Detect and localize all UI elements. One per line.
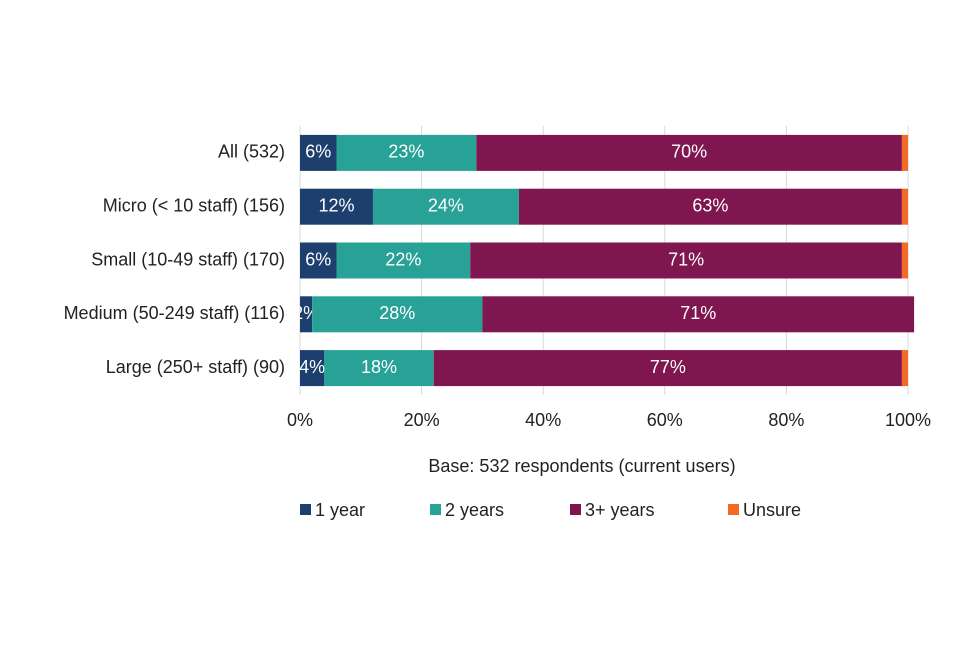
data-label: 18%	[361, 357, 397, 377]
x-tick-label: 60%	[647, 410, 683, 430]
bar-segment	[300, 242, 337, 279]
data-label: 71%	[668, 249, 704, 269]
x-tick-label: 40%	[525, 410, 561, 430]
bar-segment	[300, 188, 373, 225]
bar-segment	[901, 350, 908, 387]
data-label: 71%	[680, 303, 716, 323]
y-tick-label: Micro (< 10 staff) (156)	[103, 195, 285, 215]
bar-segment	[324, 350, 434, 387]
data-label: 63%	[692, 195, 728, 215]
legend-label: 2 years	[445, 500, 504, 520]
y-tick-label: All (532)	[218, 142, 285, 162]
data-label: 70%	[671, 142, 707, 162]
x-tick-label: 20%	[404, 410, 440, 430]
bar-segment	[336, 242, 471, 279]
legend-swatch	[728, 504, 739, 515]
data-label: 24%	[428, 195, 464, 215]
y-tick-label: Medium (50-249 staff) (116)	[64, 303, 285, 323]
bar-segment	[476, 134, 902, 171]
y-tick-label: Small (10-49 staff) (170)	[91, 249, 285, 269]
legend-label: 1 year	[315, 500, 365, 520]
bar-segment	[482, 296, 915, 333]
data-label: 6%	[305, 142, 331, 162]
legend-label: 3+ years	[585, 500, 655, 520]
legend-swatch	[570, 504, 581, 515]
data-label: 22%	[385, 249, 421, 269]
legend-label: Unsure	[743, 500, 801, 520]
bar-segment	[300, 296, 313, 333]
legend-swatch	[430, 504, 441, 515]
bar-segment	[300, 350, 325, 387]
y-tick-label: Large (250+ staff) (90)	[106, 357, 285, 377]
legend-swatch	[300, 504, 311, 515]
x-tick-label: 0%	[287, 410, 313, 430]
data-label: 28%	[379, 303, 415, 323]
bar-segment	[901, 188, 908, 225]
data-label: 4%	[299, 357, 325, 377]
bar-segment	[300, 134, 337, 171]
bar-segment	[470, 242, 902, 279]
bar-segment	[901, 242, 908, 279]
bar-segment	[372, 188, 519, 225]
bar-segment	[518, 188, 902, 225]
bar-segment	[336, 134, 477, 171]
x-tick-label: 80%	[768, 410, 804, 430]
x-tick-label: 100%	[885, 410, 931, 430]
data-label: 12%	[318, 195, 354, 215]
bar-segment	[433, 350, 902, 387]
data-label: 77%	[650, 357, 686, 377]
bar-segment	[312, 296, 483, 333]
data-label: 6%	[305, 249, 331, 269]
bar-segment	[901, 134, 908, 171]
x-axis-title: Base: 532 respondents (current users)	[428, 456, 735, 476]
data-label: 23%	[388, 142, 424, 162]
